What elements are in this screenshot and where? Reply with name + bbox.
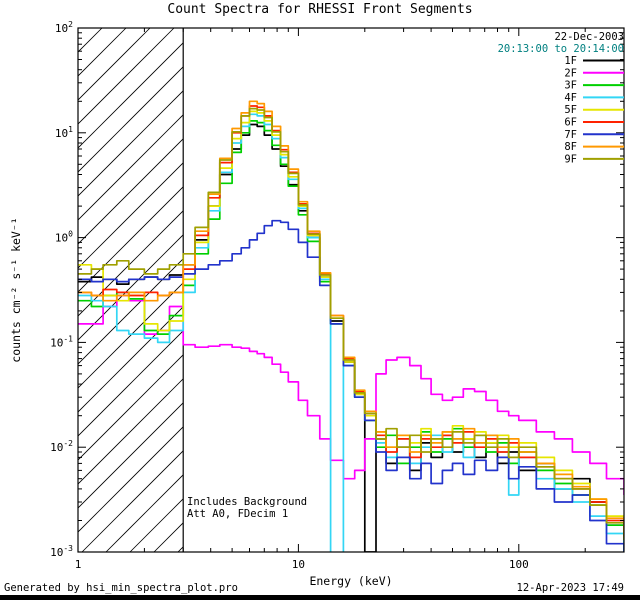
x-tick-label: 10 <box>292 558 305 571</box>
series-7F <box>78 219 624 552</box>
series-4F <box>78 113 624 552</box>
legend-label-5F: 5F <box>564 104 577 116</box>
y-axis-label: counts cm⁻² s⁻¹ keV⁻¹ <box>9 217 23 363</box>
chart-title: Count Spectra for RHESSI Front Segments <box>167 2 473 17</box>
x-tick-label: 1 <box>75 558 82 571</box>
legend-label-4F: 4F <box>564 92 577 104</box>
series-6F <box>78 105 624 537</box>
series-1F <box>78 123 624 552</box>
annotation-attenuator: Att A0, FDecim 1 <box>187 508 289 520</box>
x-axis-label: Energy (keV) <box>309 574 393 588</box>
annotation-background: Includes Background <box>187 496 308 508</box>
y-tick-label: 101 <box>55 125 73 140</box>
legend-label-6F: 6F <box>564 117 577 129</box>
footer-datetime: 12-Apr-2023 17:49 <box>516 582 624 594</box>
legend-label-2F: 2F <box>564 67 577 79</box>
y-tick-label: 100 <box>55 230 73 245</box>
y-tick-label: 10-1 <box>50 334 73 349</box>
footer-generator: Generated by hsi_min_spectra_plot.pro <box>4 582 238 594</box>
legend-label-8F: 8F <box>564 141 577 153</box>
obs-time-range: 20:13:00 to 20:14:00 <box>497 43 624 55</box>
y-tick-label: 102 <box>55 20 73 35</box>
legend-label-7F: 7F <box>564 129 577 141</box>
plot-frame <box>77 27 625 553</box>
x-tick-label: 100 <box>509 558 529 571</box>
series-9F <box>78 107 624 541</box>
series-8F <box>78 100 624 534</box>
series-5F <box>78 110 624 531</box>
y-tick-label: 10-2 <box>50 439 73 454</box>
axis-tick-labels: 1 10 100 102 101 100 10-1 10-2 10-3 <box>50 20 529 571</box>
y-tick-label: 10-3 <box>50 544 73 559</box>
legend-label-1F: 1F <box>564 55 577 67</box>
hatch-region <box>78 28 184 552</box>
legend-label-9F: 9F <box>564 153 577 165</box>
legend-label-3F: 3F <box>564 80 577 92</box>
bottom-window-edge <box>0 595 640 600</box>
obs-date: 22-Dec-2003 <box>554 31 624 43</box>
series-2F <box>78 294 624 495</box>
axis-ticks <box>77 27 625 553</box>
